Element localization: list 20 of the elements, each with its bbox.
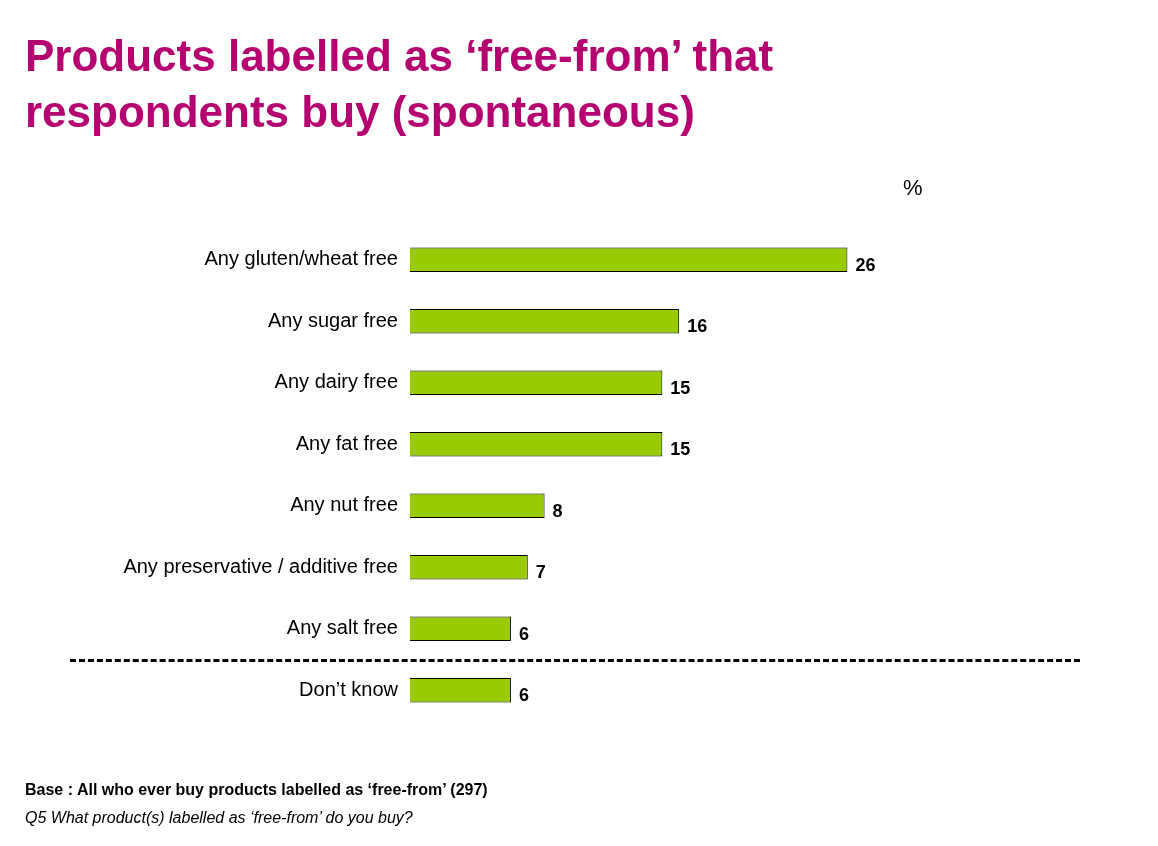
data-label: 8 <box>552 500 563 521</box>
chart-title: Products labelled as ‘free-from’ that respondents buy (spontaneous) <box>25 30 775 138</box>
y-tick-label: Any fat free <box>295 431 398 454</box>
y-tick-label: Any salt free <box>286 616 398 639</box>
y-tick-label: Any gluten/wheat free <box>204 247 398 270</box>
data-label: 7 <box>535 562 546 583</box>
y-tick-label: Any dairy free <box>274 370 398 393</box>
data-label: 6 <box>518 685 529 706</box>
data-label: 15 <box>670 439 691 460</box>
data-label: 15 <box>670 377 691 398</box>
text: Q5 What product(s) labelled as ‘free-from’ do you buy? <box>25 808 414 828</box>
data-label: 26 <box>855 254 876 275</box>
data-label: 6 <box>518 623 529 644</box>
text: Base : All who ever buy products labelled as ‘free-from’ (297) <box>25 780 488 800</box>
text: % <box>903 175 923 201</box>
y-tick-label: Any nut free <box>290 493 398 516</box>
data-label: 16 <box>687 316 708 337</box>
y-tick-label: Don’t know <box>299 677 399 700</box>
y-tick-label: Any sugar free <box>267 308 398 331</box>
y-tick-label: Any preservative / additive free <box>123 554 398 577</box>
